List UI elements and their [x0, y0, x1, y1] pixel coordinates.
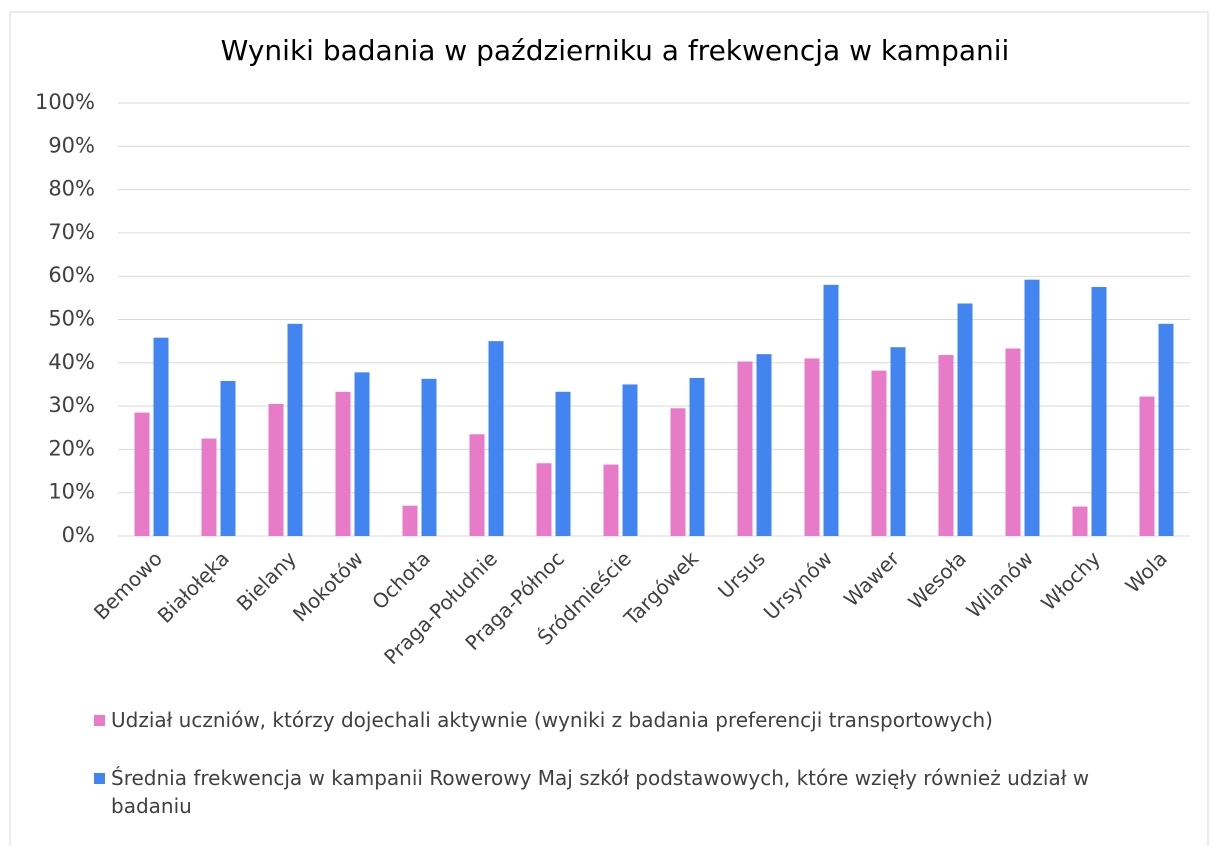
- bar: [603, 464, 619, 536]
- legend-swatch: [94, 773, 105, 784]
- bar: [153, 337, 169, 536]
- y-tick-label: 70%: [48, 220, 95, 244]
- y-tick-label: 80%: [48, 177, 95, 201]
- bar: [1091, 287, 1107, 536]
- x-tick-label: Białołęka: [153, 546, 234, 627]
- bar: [335, 391, 351, 536]
- bar: [1024, 279, 1040, 536]
- bar: [823, 284, 839, 536]
- bar: [689, 377, 705, 536]
- y-tick-label: 20%: [48, 436, 95, 460]
- bar: [1139, 396, 1155, 536]
- bar: [134, 412, 150, 536]
- bar: [354, 372, 370, 536]
- y-tick-label: 100%: [35, 90, 95, 114]
- bar: [890, 347, 906, 536]
- bar: [201, 438, 217, 536]
- bar: [670, 408, 686, 536]
- bar: [756, 354, 772, 536]
- legend-label: Udział uczniów, którzy dojechali aktywni…: [111, 708, 993, 732]
- x-tick-label: Ursynów: [759, 546, 837, 624]
- bar: [622, 384, 638, 536]
- y-tick-label: 40%: [48, 350, 95, 374]
- legend-item: Średnia frekwencja w kampanii Rowerowy M…: [94, 764, 1174, 820]
- x-tick-label: Mokotów: [288, 546, 368, 626]
- x-tick-label: Ochota: [367, 546, 435, 614]
- bar: [1005, 348, 1021, 536]
- x-tick-label: Ursus: [713, 546, 770, 603]
- bar: [220, 380, 236, 536]
- bar: [1158, 323, 1174, 536]
- legend-swatch: [94, 715, 105, 726]
- bar: [804, 358, 820, 536]
- y-tick-label: 90%: [48, 133, 95, 157]
- x-tick-label: Praga-Południe: [379, 546, 502, 669]
- y-tick-label: 0%: [62, 523, 95, 547]
- bar: [938, 355, 954, 536]
- chart-title: Wyniki badania w październiku a frekwenc…: [221, 34, 1010, 67]
- bar: [555, 391, 571, 536]
- x-tick-label: Włochy: [1036, 546, 1105, 615]
- legend-item: Udział uczniów, którzy dojechali aktywni…: [94, 706, 1174, 734]
- bar: [536, 463, 552, 536]
- x-tick-label: Wawer: [839, 546, 904, 611]
- bar: [402, 505, 418, 536]
- bar: [268, 403, 284, 536]
- bar: [957, 303, 973, 536]
- bar: [1072, 506, 1088, 536]
- bar: [469, 434, 485, 536]
- y-tick-label: 30%: [48, 393, 95, 417]
- legend: Udział uczniów, którzy dojechali aktywni…: [94, 706, 1174, 846]
- x-tick-label: Wola: [1121, 546, 1172, 597]
- bar: [488, 341, 504, 536]
- x-tick-label: Wesoła: [903, 546, 971, 614]
- legend-label: Średnia frekwencja w kampanii Rowerowy M…: [111, 766, 1090, 818]
- bar: [737, 361, 753, 536]
- bar: [421, 378, 437, 536]
- x-tick-label: Bielany: [232, 546, 301, 615]
- chart-border: [9, 11, 1209, 846]
- bar: [871, 370, 887, 536]
- y-tick-label: 60%: [48, 263, 95, 287]
- y-tick-label: 10%: [48, 480, 95, 504]
- bar: [287, 323, 303, 536]
- x-tick-label: Wilanów: [962, 546, 1038, 622]
- y-tick-label: 50%: [48, 307, 95, 331]
